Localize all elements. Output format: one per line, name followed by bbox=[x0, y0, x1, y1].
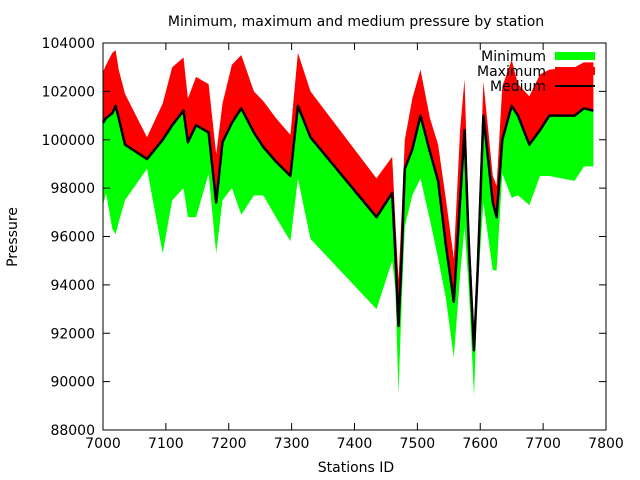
chart-title: Minimum, maximum and medium pressure by … bbox=[168, 14, 544, 30]
x-tick-label: 7500 bbox=[400, 436, 436, 452]
x-tick-label: 7200 bbox=[211, 436, 247, 452]
minimum-band bbox=[103, 105, 594, 397]
x-tick-label: 7400 bbox=[337, 436, 373, 452]
legend-label: Minimum bbox=[481, 49, 546, 65]
legend-swatch bbox=[555, 52, 595, 60]
x-tick-label: 7600 bbox=[462, 436, 498, 452]
x-tick-label: 7100 bbox=[148, 436, 184, 452]
x-axis-label: Stations ID bbox=[318, 460, 394, 476]
x-tick-label: 7700 bbox=[525, 436, 561, 452]
y-tick-label: 90000 bbox=[50, 375, 95, 391]
series-area-layer bbox=[101, 50, 594, 397]
legend-label: Maximum bbox=[477, 64, 546, 80]
legend-label: Medium bbox=[490, 79, 546, 95]
x-tick-label: 7800 bbox=[588, 436, 624, 452]
x-tick-label: 7300 bbox=[274, 436, 310, 452]
legend-swatch bbox=[555, 67, 595, 75]
y-axis-label: Pressure bbox=[5, 207, 21, 267]
y-tick-label: 102000 bbox=[42, 84, 95, 100]
y-tick-label: 98000 bbox=[50, 181, 95, 197]
y-tick-label: 104000 bbox=[42, 36, 95, 52]
medium-line bbox=[101, 104, 594, 352]
axes-layer: 7000 7100 7200 7300 7400 7500 7600 7700 7800 8800… bbox=[42, 36, 624, 452]
y-tick-label: 94000 bbox=[50, 278, 95, 294]
y-tick-label: 92000 bbox=[50, 326, 95, 342]
y-tick-label: 96000 bbox=[50, 230, 95, 246]
x-tick-label: 7000 bbox=[85, 436, 121, 452]
y-tick-label: 100000 bbox=[42, 133, 95, 149]
y-tick-label: 88000 bbox=[50, 423, 95, 439]
